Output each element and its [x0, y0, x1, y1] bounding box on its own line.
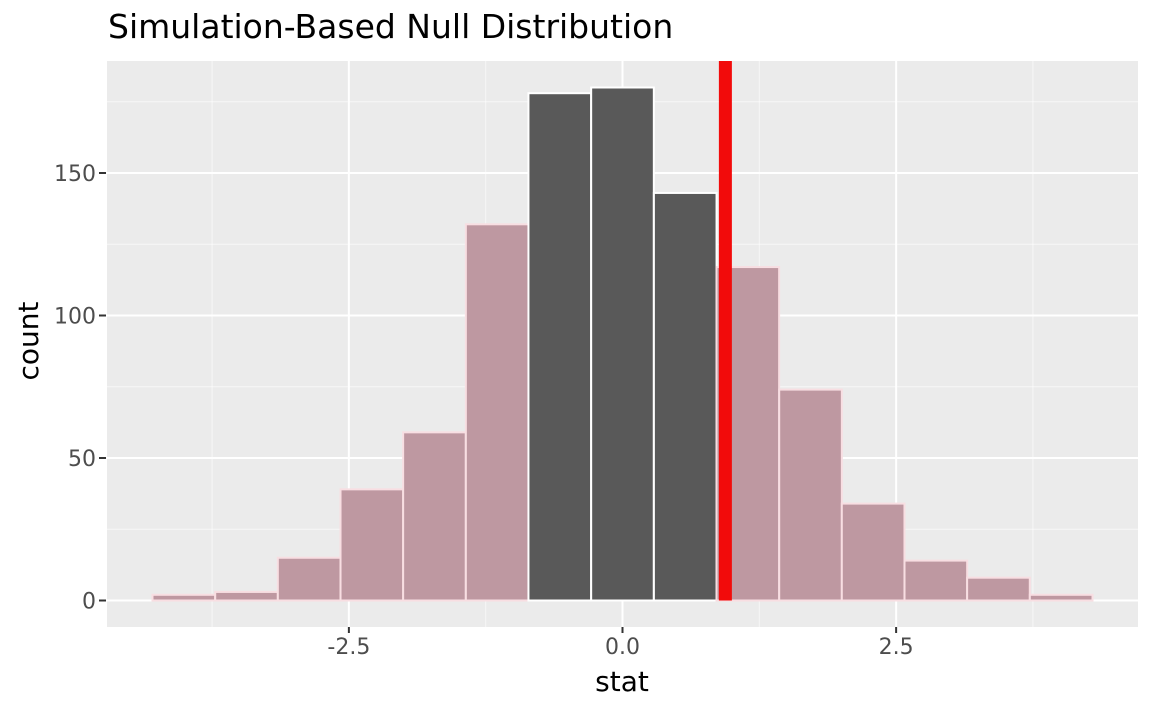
y-tick-label: 100 — [54, 305, 96, 330]
x-tick-label: 2.5 — [879, 635, 914, 660]
y-tick-label: 150 — [54, 162, 96, 187]
x-tick-label: 0.0 — [605, 635, 640, 660]
histogram-bar — [151, 593, 217, 602]
histogram-bar — [527, 92, 593, 602]
histogram-bar — [1028, 593, 1094, 602]
plot-title: Simulation-Based Null Distribution — [108, 7, 673, 46]
histogram-bar — [652, 191, 718, 602]
y-tick-label: 50 — [68, 447, 96, 472]
x-axis-title: stat — [595, 665, 649, 698]
plot-panel: -2.5 0.0 2.5 0 50 100 150 — [54, 61, 1138, 660]
histogram-bar — [214, 590, 279, 602]
histogram-bar — [778, 388, 843, 602]
histogram-bar — [590, 86, 655, 602]
histogram-bar — [339, 488, 405, 602]
histogram-bar — [464, 223, 530, 602]
histogram-bar — [402, 431, 467, 602]
x-tick-label: -2.5 — [327, 635, 370, 660]
histogram-bar — [276, 556, 342, 602]
histogram-bar — [903, 559, 969, 602]
y-tick-label: 0 — [82, 589, 96, 614]
histogram-bar — [840, 502, 906, 602]
y-axis-title: count — [12, 301, 45, 380]
histogram-bar — [966, 576, 1031, 602]
